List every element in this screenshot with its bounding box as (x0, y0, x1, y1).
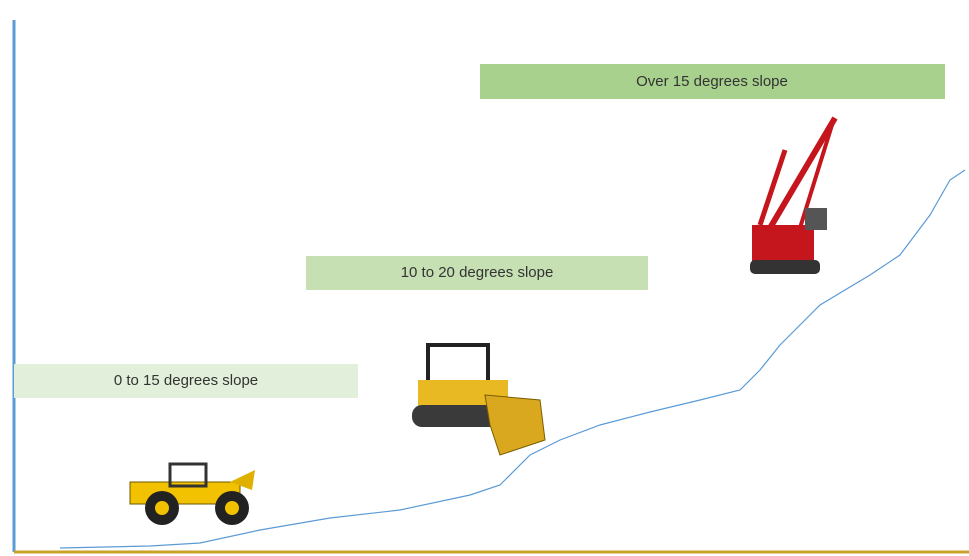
bulldozer-icon (412, 345, 545, 455)
crane-icon (750, 118, 835, 274)
slope-label: Over 15 degrees slope (636, 73, 788, 90)
slope-label: 10 to 20 degrees slope (401, 264, 554, 281)
page: 0 to 15 degrees slope 10 to 20 degrees s… (0, 0, 969, 556)
diagram: 0 to 15 degrees slope 10 to 20 degrees s… (0, 0, 969, 556)
slope-label: 0 to 15 degrees slope (114, 372, 258, 389)
skidder-icon (130, 464, 255, 525)
